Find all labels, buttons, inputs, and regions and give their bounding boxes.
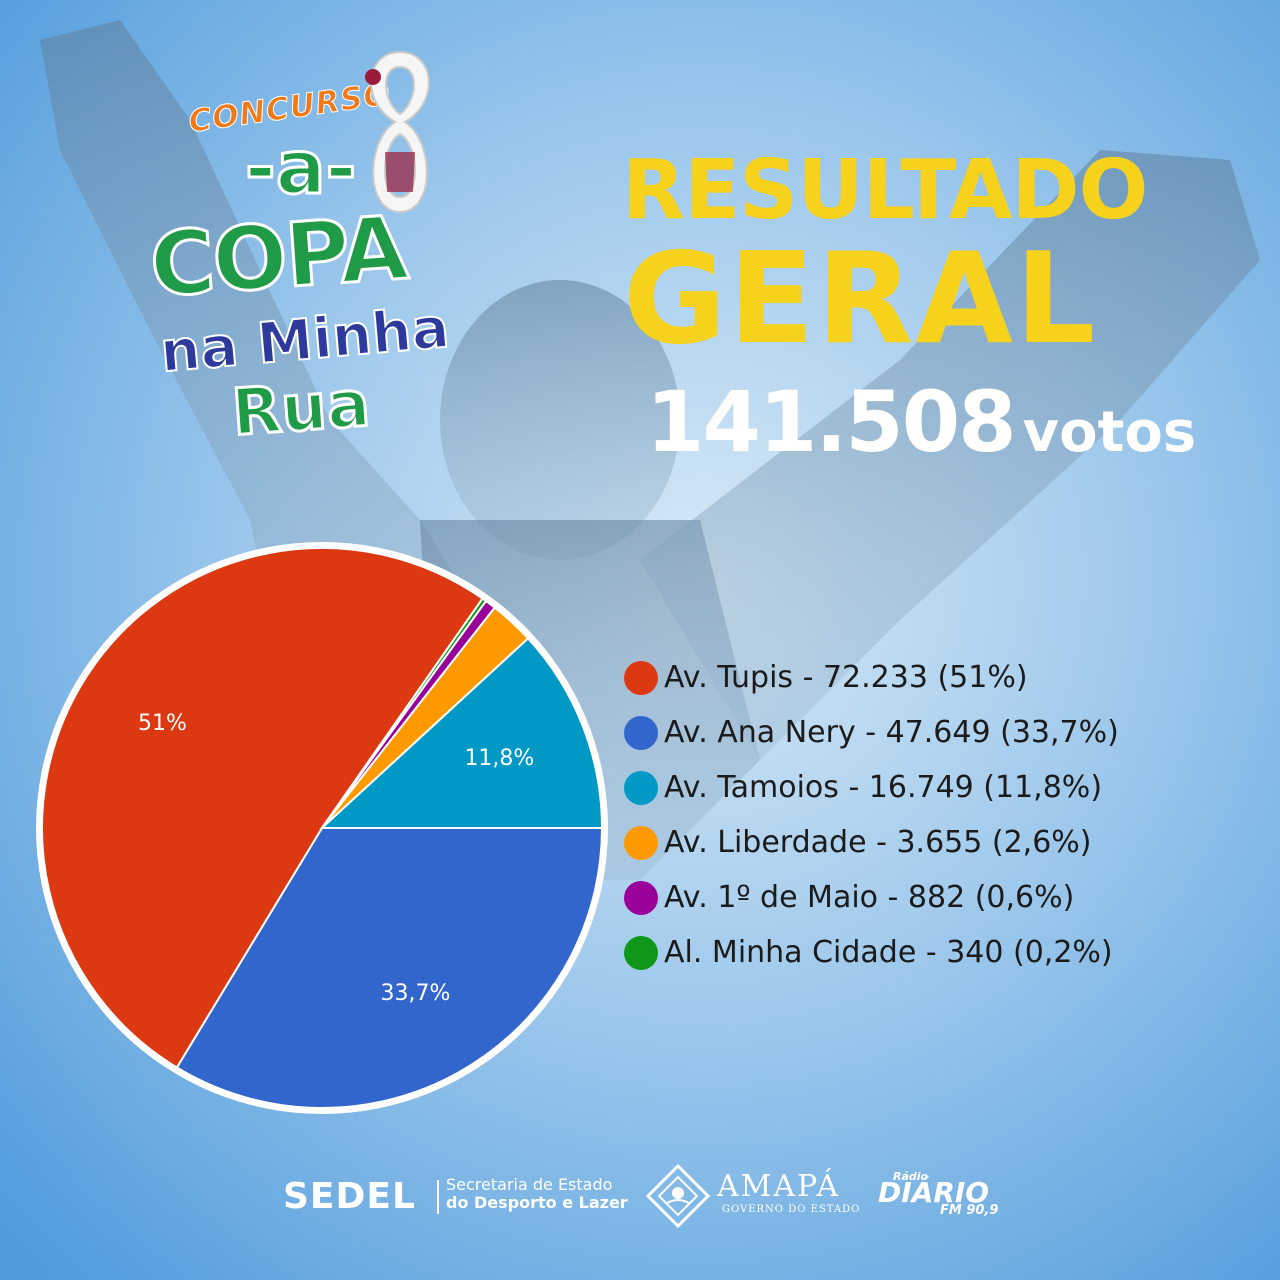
headline-resultado: RESULTADO <box>622 143 1148 238</box>
headline-geral: GERAL <box>623 225 1098 372</box>
diario-logo-text: DIÁRIO <box>878 1176 990 1209</box>
sedel-full-name: Secretaria de Estado do Desporto e Lazer <box>446 1175 628 1213</box>
radio-label: Rádio <box>893 1170 929 1183</box>
legend-label: Av. Liberdade - 3.655 (2,6%) <box>664 825 1092 860</box>
legend-dot <box>624 825 658 860</box>
sedel-logo-text: SEDEL <box>283 1176 416 1217</box>
legend-dot <box>624 660 658 695</box>
total-votes: 141.508 votos <box>646 380 1196 464</box>
legend-label: Av. 1º de Maio - 882 (0,6%) <box>664 880 1075 915</box>
legend-label: Av. Tupis - 72.233 (51%) <box>664 660 1028 695</box>
sedel-line-2: do Desporto e Lazer <box>446 1193 628 1213</box>
amapa-government-text: GOVERNO DO ESTADO <box>722 1204 861 1215</box>
world-cup-trophy-icon <box>365 50 430 214</box>
legend-item: Av. Tupis - 72.233 (51%) <box>624 650 1119 705</box>
pie-slice-label: 51% <box>138 711 187 736</box>
chart-legend: Av. Tupis - 72.233 (51%) Av. Ana Nery - … <box>624 650 1119 980</box>
legend-item: Av. 1º de Maio - 882 (0,6%) <box>624 870 1119 925</box>
amapa-logo-text: AMAPÁ <box>717 1169 841 1204</box>
pie-chart: 33,7% 51% 11,8% <box>36 542 608 1114</box>
pie-slice <box>319 637 604 829</box>
legend-dot <box>624 715 658 750</box>
pie-slice-label: 33,7% <box>380 981 450 1006</box>
logo-rua-text: Rua <box>228 366 374 452</box>
legend-dot <box>624 770 658 805</box>
amapa-emblem-icon <box>645 1163 711 1229</box>
legend-item: Al. Minha Cidade - 340 (0,2%) <box>624 925 1119 980</box>
legend-item: Av. Ana Nery - 47.649 (33,7%) <box>624 705 1119 760</box>
legend-dot <box>624 935 658 970</box>
legend-label: Av. Tamoios - 16.749 (11,8%) <box>664 770 1103 805</box>
legend-label: Al. Minha Cidade - 340 (0,2%) <box>664 935 1113 970</box>
total-votes-number: 141.508 <box>646 373 1017 471</box>
logo-a-text: -a- <box>243 124 357 213</box>
diario-frequency: FM 90,9 <box>940 1203 999 1218</box>
legend-dot <box>624 880 658 915</box>
pie-slice <box>41 547 484 1069</box>
sedel-line-1: Secretaria de Estado <box>446 1175 613 1194</box>
legend-item: Av. Liberdade - 3.655 (2,6%) <box>624 815 1119 870</box>
pie-slice-label: 11,8% <box>464 746 534 771</box>
pie-slice <box>175 827 604 1109</box>
legend-label: Av. Ana Nery - 47.649 (33,7%) <box>664 715 1119 750</box>
legend-item: Av. Tamoios - 16.749 (11,8%) <box>624 760 1119 815</box>
total-votes-unit: votos <box>1022 400 1197 465</box>
footer-divider <box>437 1180 439 1214</box>
